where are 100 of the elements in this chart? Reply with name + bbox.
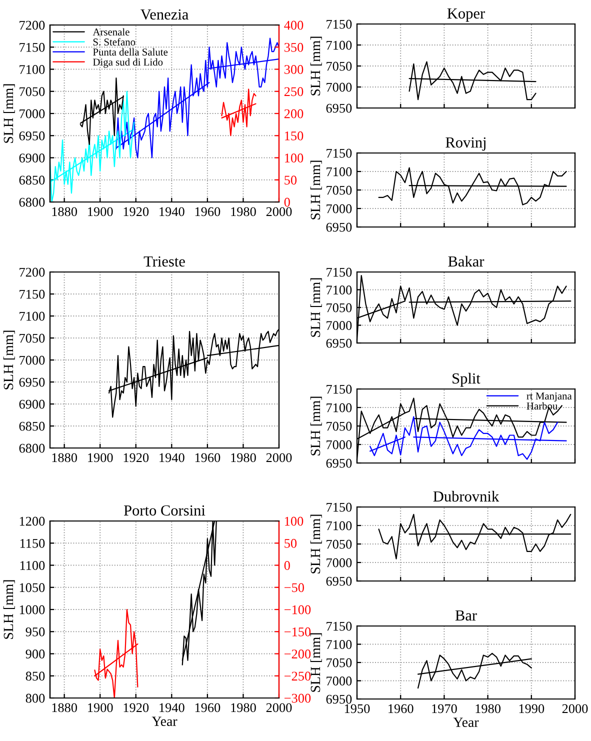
legend-label: rt Manjana xyxy=(526,392,572,402)
y-tick-label: 7050 xyxy=(326,62,352,71)
y-tick-label: 1050 xyxy=(20,583,45,592)
y-tick-label: 6950 xyxy=(19,131,45,140)
y-tick-label: 7000 xyxy=(326,676,352,686)
x-tick-label: 1950 xyxy=(344,704,370,714)
y-axis-title: SLH [mm] xyxy=(310,278,322,337)
x-tick-label: 1960 xyxy=(195,703,220,712)
x-tick-label: 2000 xyxy=(266,453,292,462)
y-axis-title: SLH [mm] xyxy=(3,580,15,639)
y-tick-label: 6850 xyxy=(19,176,45,185)
y-tick-label: 800 xyxy=(26,694,45,703)
y-tick-label: 7050 xyxy=(326,422,352,431)
x-tick-label: 1880 xyxy=(52,207,78,216)
x-tick-label: 1960 xyxy=(195,207,220,216)
chart-title: Trieste xyxy=(144,256,185,267)
x-tick-label: 1940 xyxy=(160,453,184,462)
y-tick-label: 1100 xyxy=(20,561,45,570)
y-tick-label: 7150 xyxy=(20,290,45,299)
y-tick-label: 6800 xyxy=(19,444,45,453)
y-tick-label: 7150 xyxy=(326,20,352,29)
x-tick-label: 1970 xyxy=(432,704,457,714)
y-tick-label: 6950 xyxy=(326,338,352,348)
y-tick-label: 7100 xyxy=(20,312,45,321)
y-tick-label: 7100 xyxy=(326,640,352,649)
y2-tick-label: 350 xyxy=(284,42,304,52)
y-tick-label: 7200 xyxy=(20,20,45,30)
y-tick-label: 850 xyxy=(26,672,45,681)
y-tick-label: 6850 xyxy=(19,422,45,431)
y-tick-label: 7000 xyxy=(326,82,352,92)
x-tick-label: 1940 xyxy=(160,207,184,216)
y-tick-label: 7100 xyxy=(20,65,45,74)
legend-label: S. Stefano xyxy=(93,38,136,46)
chart-title: Bakar xyxy=(448,256,484,267)
x-tick-label: 1980 xyxy=(231,703,256,712)
x-tick-label: 1990 xyxy=(519,704,544,714)
y-tick-label: 7150 xyxy=(20,42,45,52)
x-tick-label: 1880 xyxy=(52,703,78,712)
y-tick-label: 7050 xyxy=(326,186,352,195)
y-tick-label: 7050 xyxy=(326,658,352,668)
y-tick-label: 7000 xyxy=(326,204,352,214)
x-tick-label: 1940 xyxy=(160,703,184,712)
x-tick-label: 1900 xyxy=(88,207,113,216)
chart-title: Dubrovnik xyxy=(433,490,500,502)
y-axis-title: SLH [mm] xyxy=(310,633,322,692)
y-tick-label: 1150 xyxy=(20,538,45,548)
y-tick-label: 7000 xyxy=(20,109,45,118)
y2-tick-label: −200 xyxy=(284,650,311,658)
y2-tick-label: 50 xyxy=(284,176,297,185)
y-tick-label: 950 xyxy=(26,627,45,636)
x-axis-title: Year xyxy=(152,716,178,726)
y2-tick-label: −300 xyxy=(284,694,311,703)
x-tick-label: 1980 xyxy=(476,704,500,714)
y-tick-label: 7200 xyxy=(20,268,45,277)
x-tick-label: 1980 xyxy=(231,453,256,462)
y-tick-label: 7150 xyxy=(326,384,352,394)
chart-title: Venezia xyxy=(140,9,188,20)
x-axis-title: Year xyxy=(453,718,479,727)
y-tick-label: 7000 xyxy=(20,356,45,365)
x-tick-label: 1920 xyxy=(124,703,149,712)
y-tick-label: 7100 xyxy=(326,167,352,176)
y2-tick-label: −250 xyxy=(284,672,311,681)
y-tick-label: 7000 xyxy=(326,321,352,330)
x-tick-label: 1900 xyxy=(88,703,113,712)
y2-tick-label: 200 xyxy=(284,109,304,118)
chart-title: Bar xyxy=(455,610,477,621)
y2-tick-label: −100 xyxy=(284,605,311,614)
y-tick-label: 7000 xyxy=(326,558,352,568)
x-tick-label: 1960 xyxy=(388,704,414,714)
y2-tick-label: 100 xyxy=(285,516,304,526)
legend-label: Diga sud di Lido xyxy=(93,58,163,68)
chart-title: Split xyxy=(452,372,480,387)
y-tick-label: 7150 xyxy=(326,268,352,277)
y-tick-label: 6950 xyxy=(326,222,352,232)
y2-tick-label: 50 xyxy=(284,538,297,548)
y-axis-title: SLH [mm] xyxy=(310,514,322,574)
x-tick-label: 2000 xyxy=(266,703,292,712)
x-tick-label: 1920 xyxy=(124,207,149,216)
chart-title: Rovinj xyxy=(446,137,486,151)
y-axis-title: SLH [mm] xyxy=(310,396,322,456)
y-tick-label: 7150 xyxy=(326,502,352,512)
x-tick-label: 1920 xyxy=(124,453,149,462)
chart-title: Koper xyxy=(447,8,485,22)
y-tick-label: 1000 xyxy=(20,605,45,614)
y-tick-label: 7050 xyxy=(20,87,45,96)
x-tick-label: 1960 xyxy=(195,453,220,462)
y2-tick-label: 0 xyxy=(284,198,290,207)
x-tick-label: 1880 xyxy=(52,453,78,462)
y-tick-label: 7150 xyxy=(326,148,352,158)
y-tick-label: 6900 xyxy=(19,400,45,409)
y-tick-label: 900 xyxy=(26,650,45,658)
y-tick-label: 7150 xyxy=(326,622,352,631)
y-tick-label: 6950 xyxy=(326,694,352,704)
y2-tick-label: 400 xyxy=(284,20,304,30)
chart-title: Porto Corsini xyxy=(124,505,206,516)
y-tick-label: 7100 xyxy=(326,286,352,294)
x-tick-label: 2000 xyxy=(562,704,588,714)
x-tick-label: 1980 xyxy=(231,207,256,216)
y2-tick-label: 300 xyxy=(284,65,304,74)
legend-label: Arsenale xyxy=(92,28,130,36)
